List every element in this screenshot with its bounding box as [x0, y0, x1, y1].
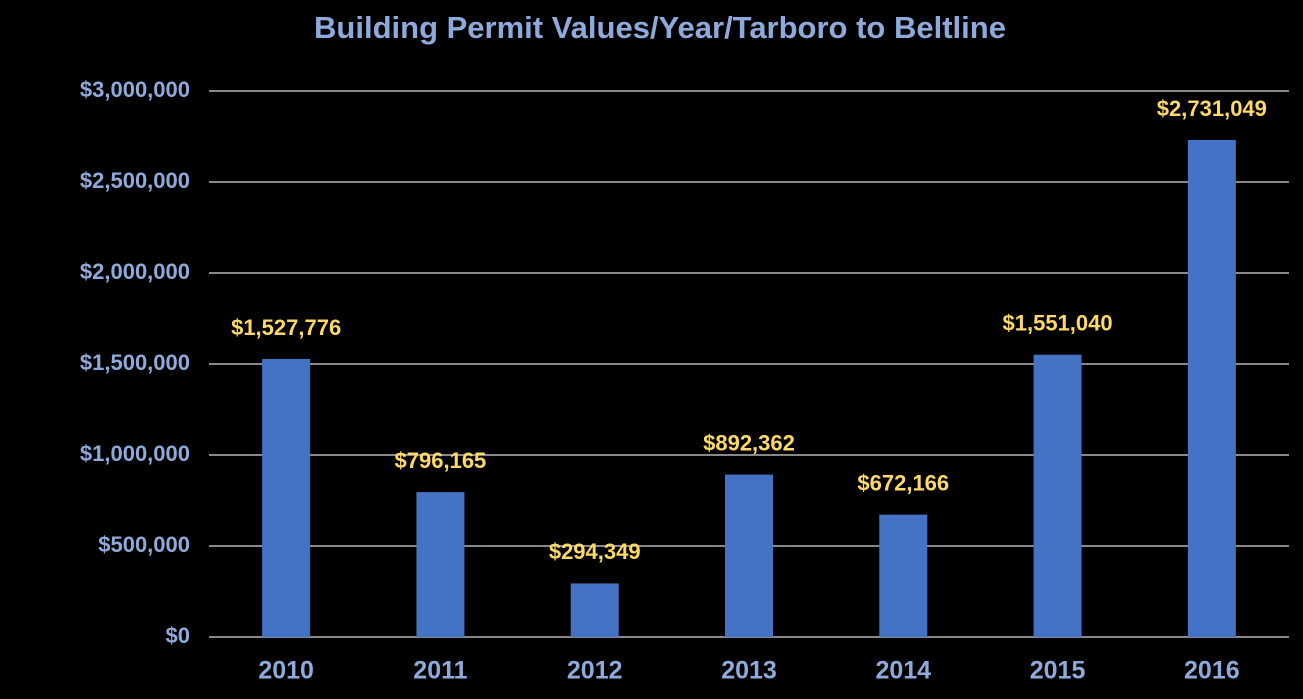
bar — [262, 358, 311, 637]
y-tick-label: $2,000,000 — [80, 259, 190, 284]
x-tick-label: 2015 — [1030, 657, 1086, 685]
x-tick-label: 2012 — [567, 657, 623, 685]
value-label: $2,731,049 — [1157, 96, 1267, 121]
value-label: $796,165 — [395, 448, 487, 473]
y-tick-label: $1,000,000 — [80, 441, 190, 466]
bar — [1187, 139, 1236, 637]
bar — [416, 492, 465, 637]
value-label: $1,551,040 — [1003, 311, 1113, 336]
x-tick-label: 2013 — [721, 657, 777, 685]
value-label: $294,349 — [549, 539, 641, 564]
y-tick-label: $2,500,000 — [80, 168, 190, 193]
bar — [570, 583, 619, 637]
bar — [725, 474, 773, 637]
bar — [879, 514, 928, 637]
x-tick-label: 2014 — [875, 657, 931, 685]
value-label: $672,166 — [857, 470, 949, 495]
x-tick-label: 2011 — [413, 657, 467, 685]
y-tick-label: $0 — [166, 623, 190, 648]
y-tick-label: $3,000,000 — [80, 77, 190, 102]
x-tick-label: 2016 — [1184, 657, 1240, 685]
y-tick-label: $500,000 — [98, 532, 190, 557]
chart-title: Building Permit Values/Year/Tarboro to B… — [314, 10, 1006, 45]
x-tick-label: 2010 — [258, 657, 314, 685]
value-label: $892,362 — [703, 430, 795, 455]
value-label: $1,527,776 — [231, 315, 341, 340]
bar — [1033, 354, 1082, 637]
y-tick-label: $1,500,000 — [80, 350, 190, 375]
